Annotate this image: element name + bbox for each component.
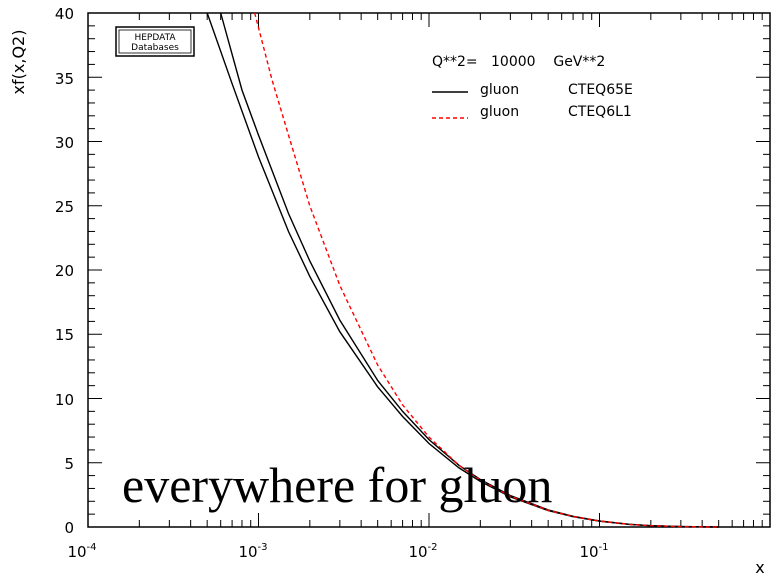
series-line-0 xyxy=(206,12,719,528)
ytick-label: 35 xyxy=(55,70,74,88)
ytick-label: 0 xyxy=(64,519,74,537)
svg-text:Databases: Databases xyxy=(131,43,179,53)
ytick-label: 25 xyxy=(55,198,74,216)
xtick-labels: 10-4 10-3 10-2 10-1 xyxy=(67,542,608,561)
ytick-label: 15 xyxy=(55,326,74,344)
xtick-label: 10-3 xyxy=(238,542,267,561)
ytick-label: 40 xyxy=(55,5,74,23)
ytick-label: 10 xyxy=(55,391,74,409)
ytick-labels: 0 5 10 15 20 25 30 35 40 xyxy=(55,5,74,537)
x-axis-label: x xyxy=(755,558,764,577)
xtick-label: 10-1 xyxy=(579,542,608,561)
plot-frame xyxy=(87,12,771,528)
y-axis-label: xf(x,Q2) xyxy=(9,30,28,95)
ytick-label: 30 xyxy=(55,134,74,152)
legend-set: CTEQ6L1 xyxy=(568,104,632,120)
legend-set: CTEQ65E xyxy=(568,82,633,98)
ytick-label: 20 xyxy=(55,262,74,280)
overlay-caption: everywhere for gluon xyxy=(122,457,552,513)
hepdata-logo: HEPDATA Databases xyxy=(115,26,195,57)
xtick-label: 10-4 xyxy=(67,542,96,561)
ticks xyxy=(87,12,770,528)
legend-parton: gluon xyxy=(480,82,519,98)
xtick-label: 10-2 xyxy=(408,542,437,561)
ytick-label: 5 xyxy=(64,455,74,473)
svg-text:HEPDATA: HEPDATA xyxy=(134,33,176,43)
legend: Q**2= 10000 GeV**2 gluon CTEQ65E gluon C… xyxy=(432,54,633,120)
legend-parton: gluon xyxy=(480,104,519,120)
legend-header: Q**2= 10000 GeV**2 xyxy=(432,54,605,70)
curves xyxy=(206,12,719,528)
series-line-1 xyxy=(220,12,719,528)
